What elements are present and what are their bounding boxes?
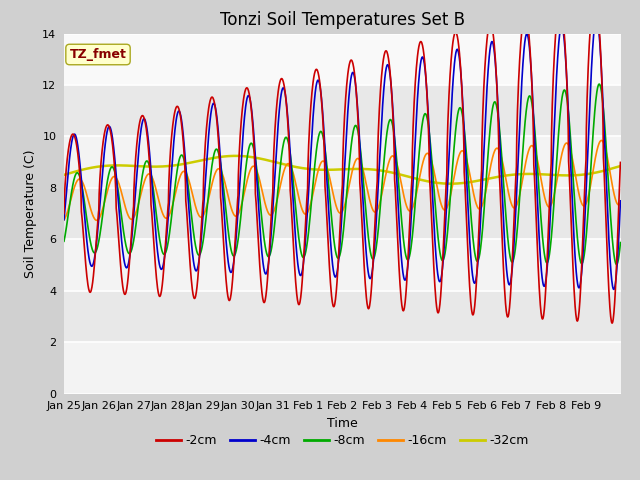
-32cm bbox=[232, 153, 239, 159]
-4cm bbox=[474, 267, 481, 273]
-4cm bbox=[555, 39, 563, 45]
Line: -8cm: -8cm bbox=[64, 84, 620, 264]
-8cm bbox=[147, 170, 155, 176]
-8cm bbox=[595, 81, 603, 87]
-2cm bbox=[317, 92, 325, 97]
Line: -16cm: -16cm bbox=[64, 141, 620, 220]
-2cm bbox=[610, 310, 618, 315]
-16cm bbox=[616, 201, 624, 206]
-16cm bbox=[598, 138, 605, 144]
-16cm bbox=[317, 159, 325, 165]
-16cm bbox=[556, 165, 563, 170]
-32cm bbox=[60, 172, 68, 178]
Line: -2cm: -2cm bbox=[64, 0, 620, 323]
-2cm bbox=[474, 263, 481, 269]
Text: TZ_fmet: TZ_fmet bbox=[70, 48, 127, 61]
-8cm bbox=[474, 258, 481, 264]
-4cm bbox=[328, 251, 335, 257]
-2cm bbox=[616, 159, 624, 165]
-32cm bbox=[147, 164, 155, 169]
-32cm bbox=[610, 165, 618, 171]
Line: -4cm: -4cm bbox=[64, 18, 620, 289]
Bar bbox=[64, 240, 621, 291]
-2cm bbox=[555, 4, 563, 10]
-32cm bbox=[474, 178, 482, 183]
-32cm bbox=[556, 172, 563, 178]
-4cm bbox=[616, 198, 624, 204]
-4cm bbox=[60, 217, 68, 223]
Bar bbox=[64, 34, 621, 85]
Bar bbox=[64, 342, 621, 394]
-2cm bbox=[147, 202, 155, 207]
-4cm bbox=[147, 168, 155, 173]
-2cm bbox=[608, 320, 616, 326]
-8cm bbox=[612, 262, 620, 267]
-16cm bbox=[93, 217, 100, 223]
-8cm bbox=[317, 129, 325, 134]
-16cm bbox=[610, 191, 618, 196]
-16cm bbox=[148, 173, 156, 179]
-8cm bbox=[328, 215, 335, 220]
-32cm bbox=[447, 181, 454, 187]
-4cm bbox=[610, 287, 618, 292]
-16cm bbox=[474, 204, 481, 210]
-2cm bbox=[328, 293, 335, 299]
-8cm bbox=[555, 127, 563, 133]
-4cm bbox=[593, 15, 600, 21]
-2cm bbox=[60, 211, 68, 216]
Title: Tonzi Soil Temperatures Set B: Tonzi Soil Temperatures Set B bbox=[220, 11, 465, 29]
-8cm bbox=[610, 249, 618, 254]
Legend: -2cm, -4cm, -8cm, -16cm, -32cm: -2cm, -4cm, -8cm, -16cm, -32cm bbox=[150, 429, 534, 452]
-32cm bbox=[328, 167, 336, 173]
-4cm bbox=[317, 91, 325, 97]
-16cm bbox=[328, 185, 336, 191]
-8cm bbox=[60, 239, 68, 244]
Y-axis label: Soil Temperature (C): Soil Temperature (C) bbox=[24, 149, 36, 278]
-8cm bbox=[616, 240, 624, 245]
-16cm bbox=[60, 217, 68, 223]
-4cm bbox=[610, 287, 618, 292]
-32cm bbox=[317, 167, 325, 173]
-32cm bbox=[616, 163, 624, 169]
Line: -32cm: -32cm bbox=[64, 156, 620, 184]
X-axis label: Time: Time bbox=[327, 417, 358, 430]
Bar bbox=[64, 136, 621, 188]
Bar bbox=[64, 34, 621, 85]
